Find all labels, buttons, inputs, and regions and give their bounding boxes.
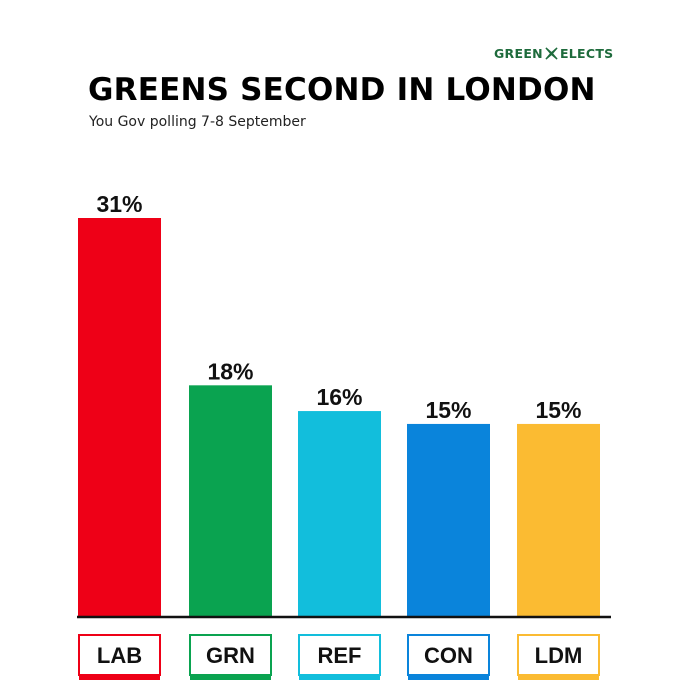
category-box-ref — [298, 634, 381, 676]
category-label-ldm: LDM — [535, 643, 583, 668]
value-label-grn: 18% — [207, 358, 253, 384]
category-stripe-grn — [190, 676, 271, 680]
value-label-con: 15% — [425, 397, 471, 423]
category-box-lab — [78, 634, 161, 676]
bar-ldm — [517, 423, 600, 617]
category-stripe-ldm — [518, 676, 599, 680]
bar-lab — [78, 218, 161, 617]
category-label-grn: GRN — [206, 643, 255, 668]
bar-ref — [298, 411, 381, 617]
category-stripe-lab — [79, 676, 160, 680]
category-box-grn — [189, 634, 272, 676]
brand-right-text: ELECTS — [559, 45, 614, 61]
value-label-ldm: 15% — [535, 397, 581, 423]
x-ballot-icon — [545, 46, 558, 60]
chart-title: GREENS SECOND IN LONDON — [88, 72, 596, 108]
category-label-con: CON — [424, 643, 473, 668]
chart-subtitle: You Gov polling 7-8 September — [89, 114, 306, 130]
category-labels-group: LAB GRN REF CON LDM — [78, 634, 600, 680]
category-label-lab: LAB — [97, 643, 142, 668]
category-label-ref: REF — [318, 643, 362, 668]
bar-con — [407, 423, 490, 617]
brand-logo: GREEN ELECTS — [494, 44, 613, 62]
category-stripe-ref — [299, 676, 380, 680]
value-label-lab: 31% — [96, 191, 142, 217]
bar-grn — [189, 385, 272, 617]
bars-group: 31% 18% 16% 15% 15% — [78, 191, 600, 617]
category-box-con — [407, 634, 490, 676]
category-stripe-con — [408, 676, 489, 680]
brand-left-text: GREEN — [494, 45, 543, 61]
value-label-ref: 16% — [316, 384, 362, 410]
category-box-ldm — [517, 634, 600, 676]
